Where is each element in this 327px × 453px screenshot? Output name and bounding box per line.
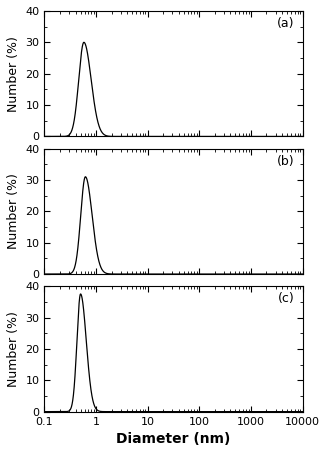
Y-axis label: Number (%): Number (%)	[7, 173, 20, 249]
Y-axis label: Number (%): Number (%)	[7, 36, 20, 111]
X-axis label: Diameter (nm): Diameter (nm)	[116, 432, 231, 446]
Text: (b): (b)	[277, 155, 295, 168]
Text: (a): (a)	[277, 17, 295, 30]
Text: (c): (c)	[278, 292, 295, 305]
Y-axis label: Number (%): Number (%)	[7, 311, 20, 387]
